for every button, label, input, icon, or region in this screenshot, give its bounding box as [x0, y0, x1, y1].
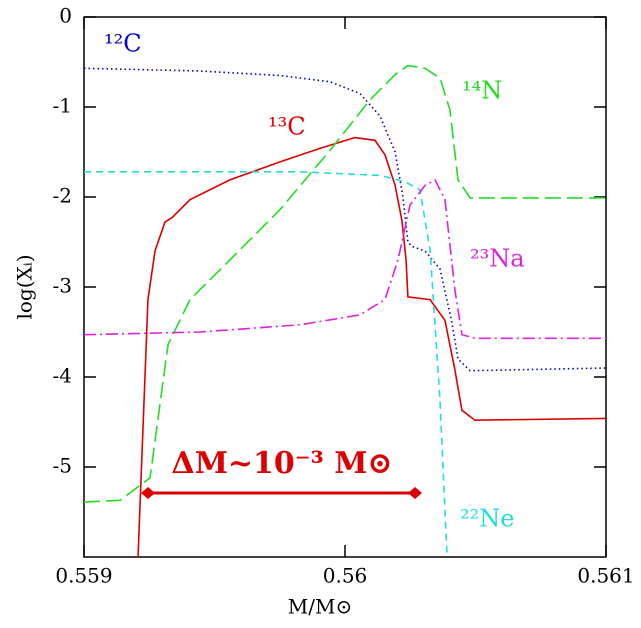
x-tick-label: 0.559	[55, 564, 112, 588]
y-tick-label: -2	[53, 184, 72, 208]
series-label: ¹⁴N	[462, 77, 502, 105]
x-axis-label: M/M⊙	[288, 595, 352, 619]
series-label: ¹²C	[104, 30, 142, 58]
y-axis-label: log(Xᵢ)	[13, 254, 37, 319]
annotation: ΔM~10⁻³ M⊙	[171, 446, 392, 481]
y-tick-label: -4	[53, 364, 72, 388]
series-line	[84, 171, 448, 557]
series-label: ²³Na	[470, 245, 525, 273]
y-tick-label: -3	[53, 274, 72, 298]
series-line	[137, 136, 606, 557]
series-label: ¹³C	[268, 113, 306, 141]
x-tick-label: 0.561	[577, 564, 634, 588]
x-tick-label: 0.56	[323, 564, 368, 588]
y-tick-label: -1	[53, 94, 72, 118]
delta-arrow	[141, 487, 422, 499]
series-line	[84, 178, 606, 340]
series-line	[84, 67, 606, 372]
series-label: ²²Ne	[460, 505, 514, 533]
y-tick-label: 0	[59, 4, 72, 28]
y-tick-label: -5	[53, 454, 72, 478]
series-line	[84, 64, 606, 503]
